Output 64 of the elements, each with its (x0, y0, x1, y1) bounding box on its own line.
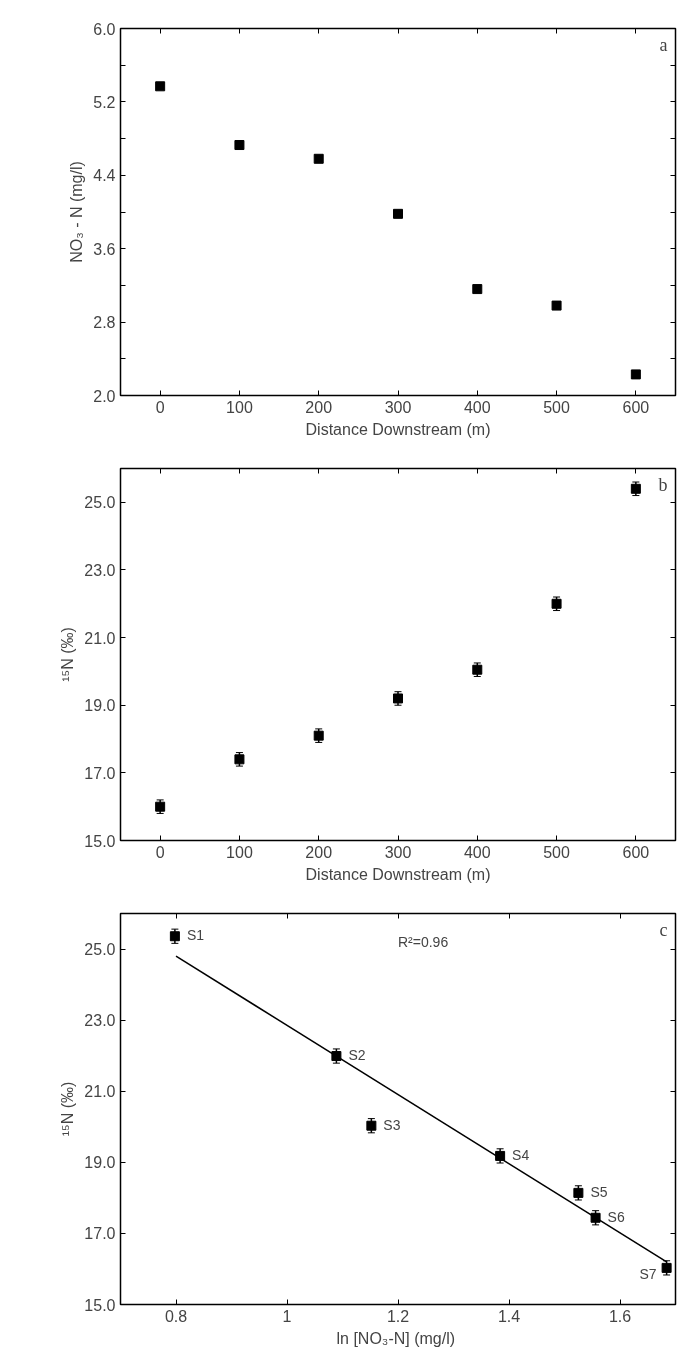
annotation: b (658, 474, 668, 495)
x-tick-label: 600 (622, 843, 650, 861)
x-tick-label: 200 (305, 398, 333, 416)
annotation: S6 (607, 1208, 625, 1225)
x-axis-title: Distance Downstream (m) (305, 865, 491, 883)
y-tick-label: 5.2 (93, 93, 116, 111)
point (313, 153, 324, 164)
x-tick-label: 400 (463, 843, 491, 861)
y-axis-title: NO₃ - N (mg/l) (68, 161, 86, 263)
annotation: a (659, 34, 668, 55)
y-tick-label: 19.0 (84, 1154, 116, 1172)
x-tick-label: 100 (226, 398, 253, 416)
y-tick-label: 6.0 (93, 20, 116, 38)
annotation: S5 (590, 1183, 608, 1200)
x-axis-title: Distance Downstream (m) (305, 420, 491, 438)
point (551, 300, 562, 311)
x-tick-label: 0 (155, 398, 165, 416)
y-tick-label: 23.0 (84, 561, 116, 579)
y-tick-label: 2.8 (93, 314, 116, 332)
x-tick-label: 1.4 (497, 1307, 521, 1325)
x-tick-label: 400 (463, 398, 491, 416)
annotation: S4 (512, 1146, 530, 1163)
y-tick-label: 21.0 (84, 629, 116, 647)
x-tick-label: 100 (226, 843, 253, 861)
annotation: R²=0.96 (398, 933, 449, 950)
x-axis-title: ln [NO₃-N] (mg/l) (336, 1329, 456, 1347)
y-axis-title: ¹⁵N (‰) (59, 1081, 77, 1137)
y-tick-label: 2.0 (93, 387, 116, 405)
point (155, 81, 166, 92)
x-tick-label: 1.6 (608, 1307, 632, 1325)
y-tick-label: 25.0 (84, 494, 116, 512)
y-tick-label: 3.6 (93, 240, 116, 258)
annotation: S3 (383, 1116, 401, 1133)
annotation: S2 (348, 1047, 366, 1064)
annotation: c (659, 919, 668, 940)
annotation: S1 (186, 927, 205, 944)
y-tick-label: 4.4 (93, 167, 116, 185)
y-axis-title: ¹⁵N (‰) (59, 627, 77, 682)
x-tick-label: 1.2 (386, 1307, 410, 1325)
point (551, 598, 562, 609)
point (234, 140, 245, 151)
x-tick-label: 0 (155, 843, 165, 861)
x-tick-label: 600 (622, 398, 650, 416)
x-tick-label: 200 (305, 843, 333, 861)
x-tick-label: 0.8 (164, 1307, 188, 1325)
y-tick-label: 17.0 (84, 764, 116, 782)
y-tick-label: 19.0 (84, 697, 116, 715)
y-tick-label: 23.0 (84, 1012, 116, 1030)
annotation: S7 (639, 1265, 657, 1282)
x-tick-label: 300 (384, 398, 412, 416)
y-tick-label: 15.0 (84, 832, 116, 850)
y-tick-label: 15.0 (84, 1296, 116, 1314)
x-tick-label: 500 (543, 398, 571, 416)
point (393, 693, 403, 704)
y-tick-label: 25.0 (84, 941, 116, 959)
y-tick-label: 21.0 (84, 1083, 116, 1101)
x-tick-label: 500 (543, 843, 571, 861)
point (393, 208, 403, 219)
x-tick-label: 300 (384, 843, 412, 861)
point (590, 1212, 601, 1223)
point (472, 284, 483, 295)
point (630, 369, 641, 380)
y-tick-label: 17.0 (84, 1225, 116, 1243)
x-tick-label: 1 (282, 1307, 292, 1325)
